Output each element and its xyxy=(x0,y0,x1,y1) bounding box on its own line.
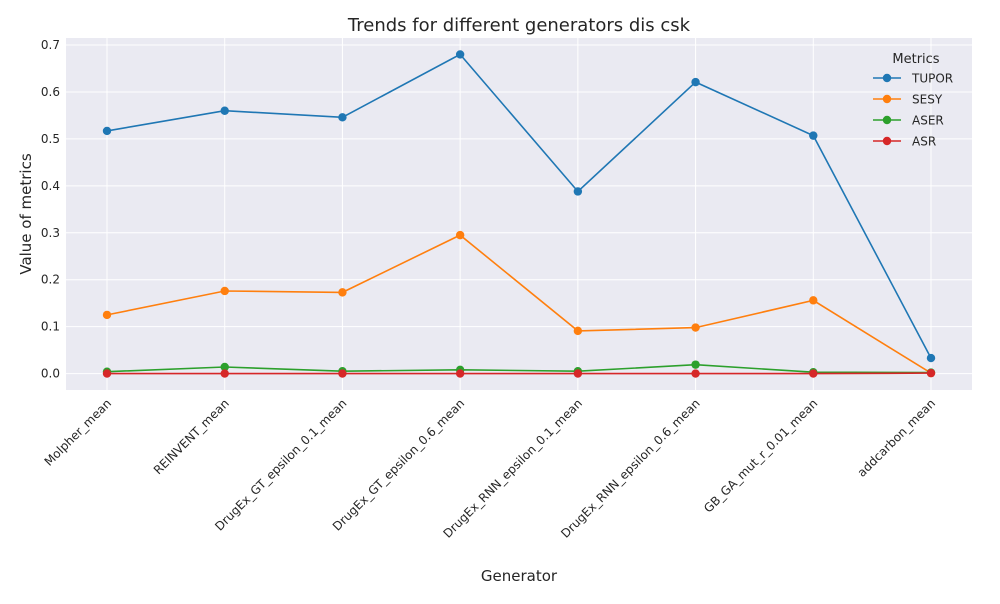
legend-swatch-marker xyxy=(882,136,892,146)
data-point-asr xyxy=(691,369,700,378)
data-point-aser xyxy=(220,362,229,372)
data-point-sesy xyxy=(573,326,583,336)
legend-label: SESY xyxy=(912,93,943,107)
data-point-tupor xyxy=(338,113,347,122)
data-point-sesy xyxy=(338,288,347,297)
legend-label: TUPOR xyxy=(911,72,953,86)
plot-area xyxy=(66,38,972,390)
legend-item-aser: ASER xyxy=(873,114,944,128)
data-point-asr xyxy=(338,369,347,378)
series-asr xyxy=(102,368,936,378)
y-tick-labels: 0.0 0.1 0.2 0.3 0.4 0.5 0.6 0.7 xyxy=(41,38,60,381)
x-tick-labels: Molpher_mean REINVENT_meanDrugEx_GT_epsil… xyxy=(42,396,939,541)
legend-label: ASR xyxy=(912,135,936,149)
x-tick-label: GB_GA_mut_r_0.01_mean xyxy=(701,396,820,515)
legend-swatch-marker xyxy=(882,94,892,104)
data-point-asr xyxy=(102,369,112,378)
y-tick-label: 0.0 xyxy=(41,367,60,381)
data-point-sesy xyxy=(809,296,818,305)
y-tick-label: 0.2 xyxy=(41,273,60,287)
series-line-tupor xyxy=(106,53,932,359)
data-point-sesy xyxy=(220,286,229,296)
legend-item-tupor: TUPOR xyxy=(873,72,953,86)
series-layer xyxy=(102,50,936,378)
legend-swatch-marker xyxy=(882,115,892,125)
data-point-tupor xyxy=(220,106,229,115)
data-point-asr xyxy=(809,369,818,378)
x-tick-label: Molpher_mean xyxy=(42,396,115,469)
y-tick-label: 0.3 xyxy=(41,226,60,240)
data-point-asr xyxy=(455,369,465,378)
series-tupor xyxy=(102,50,936,363)
data-point-tupor xyxy=(455,50,465,59)
data-point-asr xyxy=(926,368,936,378)
data-point-sesy xyxy=(102,310,112,320)
data-point-asr xyxy=(573,369,583,378)
series-line-asr xyxy=(107,372,932,375)
y-tick-label: 0.7 xyxy=(41,38,60,52)
x-tick-label: DrugEx_RNN_epsilon_0.6_mean xyxy=(558,396,703,541)
y-tick-label: 0.5 xyxy=(41,132,60,146)
chart-title: Trends for different generators dis csk xyxy=(347,15,691,36)
legend-label: ASER xyxy=(912,114,944,128)
y-tick-label: 0.6 xyxy=(41,85,60,99)
data-point-tupor xyxy=(573,187,583,196)
legend-title: Metrics xyxy=(892,52,939,67)
legend-item-sesy: SESY xyxy=(873,93,943,107)
y-tick-label: 0.4 xyxy=(41,179,60,193)
data-point-tupor xyxy=(809,131,818,140)
y-tick-label: 0.1 xyxy=(41,320,60,334)
legend-swatch-marker xyxy=(882,73,892,83)
legend-item-asr: ASR xyxy=(873,135,936,149)
x-axis-label: Generator xyxy=(481,567,558,585)
x-tick-label: addcarbon_mean xyxy=(855,396,938,479)
data-point-aser xyxy=(691,360,700,369)
x-tick-label: DrugEx_RNN_epsilon_0.1_mean xyxy=(440,396,585,541)
data-point-tupor xyxy=(691,77,700,87)
legend: Metrics TUPOR SESY ASER ASR xyxy=(873,52,953,149)
x-tick-label: DrugEx_GT_epsilon_0.1_mean xyxy=(212,396,349,533)
series-line-sesy xyxy=(106,234,932,374)
data-point-tupor xyxy=(102,126,112,136)
data-point-sesy xyxy=(455,230,465,240)
series-sesy xyxy=(102,230,936,378)
x-tick-label: DrugEx_GT_epsilon_0.6_mean xyxy=(330,396,467,533)
data-point-tupor xyxy=(926,353,936,363)
series-line-aser xyxy=(106,363,932,374)
data-point-asr xyxy=(220,369,229,378)
data-point-sesy xyxy=(691,323,700,332)
x-tick-label: REINVENT_mean xyxy=(151,396,232,477)
y-axis-label: Value of metrics xyxy=(17,153,35,274)
